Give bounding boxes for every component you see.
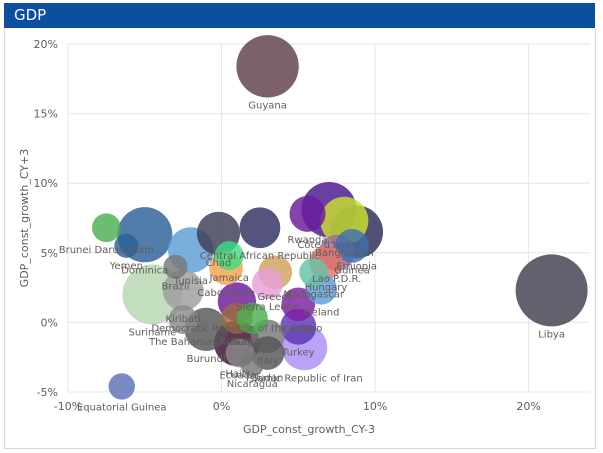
bubble-label: Hungary	[305, 282, 348, 293]
bubble	[168, 305, 198, 335]
bubble-label: Iceland	[303, 308, 339, 319]
bubble-label: Ecuador	[220, 370, 262, 381]
y-axis-title: GDP_const_growth_CY+3	[18, 149, 31, 288]
bubble	[335, 229, 369, 263]
bubble-label: Suriname	[128, 328, 176, 339]
y-tick-label: 20%	[34, 38, 58, 51]
bubble-label: Jamaica	[209, 273, 249, 284]
bubbles	[91, 35, 588, 400]
bubble	[236, 35, 299, 98]
y-tick-label: -5%	[37, 386, 58, 399]
bubble	[281, 287, 316, 322]
bubble-label: Democratic Republic of the Congo	[151, 324, 322, 335]
bubble-label: Guinea	[334, 266, 369, 277]
bubble	[515, 254, 588, 327]
bubble-label: Dominica	[121, 265, 168, 276]
bubble	[91, 213, 121, 243]
bubble-label: Burundi	[187, 354, 226, 365]
bubble-label: Bangladesh	[315, 248, 374, 259]
bubble-label: Ethiopia	[336, 261, 377, 272]
chart-frame	[4, 28, 596, 449]
bubble-label: Yemen	[109, 261, 143, 272]
bubble-label: Sierra Leone	[236, 302, 299, 313]
bubble-labels: Guyana Libya Equatorial Guinea Dominica Brun…	[59, 100, 565, 413]
chart-title: GDP	[14, 6, 47, 24]
bubble-label: Equatorial Guinea	[77, 403, 167, 414]
tick-labels: -5% 0% 5% 10% 15% 20% -10% 0% 10% 20%	[34, 38, 541, 413]
y-tick-label: 0%	[41, 316, 58, 329]
bubble	[114, 233, 139, 258]
bubble-label: Greece	[257, 292, 293, 303]
bubble-label: Haiti	[225, 369, 248, 380]
bubble-label: Chad	[206, 258, 232, 269]
header-bar: GDP	[4, 3, 595, 28]
bubble-label: Brazil	[162, 282, 190, 293]
y-tick-label: 5%	[41, 247, 58, 260]
bubble	[299, 257, 329, 287]
bubble-label: Italy	[257, 356, 279, 367]
bubble-label: Cabo Verde	[197, 288, 254, 299]
bubble-label: Turkey	[281, 348, 315, 359]
x-tick-label: -10%	[54, 400, 82, 413]
bubble-label: Kuwait	[220, 337, 253, 348]
bubble	[236, 302, 268, 334]
bubble-label: Madagascar	[283, 290, 345, 301]
bubble	[289, 195, 326, 232]
bubble	[163, 254, 188, 279]
x-axis-title: GDP_const_growth_CY-3	[243, 423, 375, 436]
bubble	[251, 267, 284, 300]
bubble-label: Bulgaria	[231, 337, 272, 348]
bubble-label: Kiribati	[165, 314, 200, 325]
bubble-label: Lao P.D.R.	[312, 274, 361, 285]
bubble-label: Tunisia	[173, 276, 208, 287]
bubble-label: Guyana	[248, 100, 287, 111]
bubble-label: The Bahamas	[148, 337, 217, 348]
bubble-label: Libya	[538, 329, 565, 340]
bubble	[214, 241, 244, 270]
bubble-label: Brunei Darussalam	[59, 245, 154, 256]
x-tick-label: 20%	[516, 400, 540, 413]
bubble-label: Central African Republic	[200, 251, 320, 262]
x-tick-label: 0%	[213, 400, 230, 413]
bubble-label: Congo	[282, 324, 314, 335]
bubble-label: Rwanda	[287, 235, 327, 246]
bubble-label: Nicaragua	[227, 379, 278, 390]
bubble	[240, 352, 265, 377]
bubble-label: Islamic Republic of Iran	[246, 373, 363, 384]
y-tick-label: 15%	[34, 108, 58, 121]
bubble-label: Sudan	[252, 373, 284, 384]
y-tick-label: 10%	[34, 177, 58, 190]
bubble	[162, 269, 204, 311]
x-tick-label: 10%	[363, 400, 387, 413]
bubble	[108, 373, 135, 400]
bubble-label: Côte d'Ivoire	[297, 239, 360, 251]
bubble	[239, 207, 281, 249]
